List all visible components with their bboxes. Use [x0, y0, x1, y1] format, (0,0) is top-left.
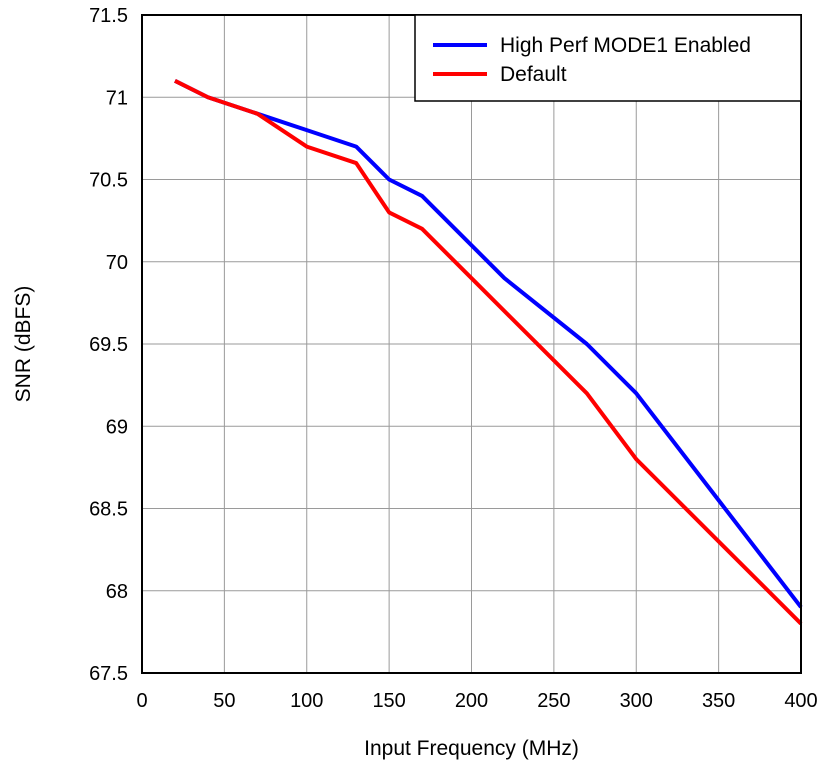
y-tick-label: 71	[106, 87, 128, 109]
legend-label: High Perf MODE1 Enabled	[500, 34, 751, 57]
x-tick-label: 100	[290, 690, 323, 712]
y-tick-label: 71.5	[89, 5, 128, 27]
x-tick-label: 50	[213, 690, 235, 712]
x-tick-label: 300	[620, 690, 653, 712]
series-line-default	[174, 79, 803, 626]
y-axis-title: SNR (dBFS)	[12, 286, 35, 403]
x-tick-label: 250	[537, 690, 570, 712]
x-tick-label: 0	[136, 690, 147, 712]
y-tick-label: 69	[106, 416, 128, 438]
x-tick-label: 350	[702, 690, 735, 712]
y-tick-label: 68.5	[89, 499, 128, 521]
y-tick-label: 68	[106, 581, 128, 603]
x-axis-ticks: 0 50 100 150 200 250 300 350 400	[136, 690, 817, 712]
y-tick-label: 69.5	[89, 334, 128, 356]
series-lines	[174, 79, 803, 626]
legend: High Perf MODE1 Enabled Default	[414, 14, 802, 102]
x-tick-label: 400	[784, 690, 817, 712]
y-axis-ticks: 67.5 68 68.5 69 69.5 70 70.5 71 71.5	[89, 5, 128, 685]
x-tick-label: 150	[372, 690, 405, 712]
y-tick-label: 70.5	[89, 170, 128, 192]
x-tick-label: 200	[455, 690, 488, 712]
legend-box	[414, 14, 802, 102]
x-axis-title: Input Frequency (MHz)	[364, 737, 579, 760]
legend-label: Default	[500, 63, 567, 86]
y-tick-label: 67.5	[89, 663, 128, 685]
y-tick-label: 70	[106, 252, 128, 274]
